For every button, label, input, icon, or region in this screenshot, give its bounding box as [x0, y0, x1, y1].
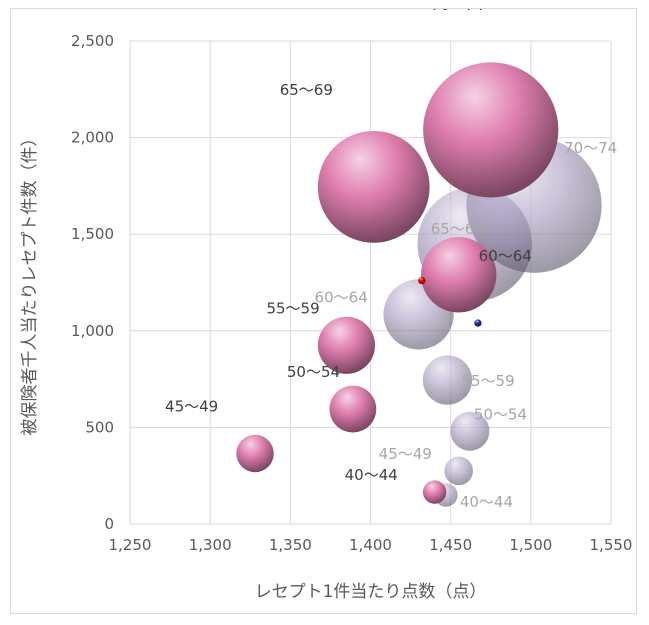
bubble	[423, 62, 559, 198]
bubble	[236, 434, 274, 473]
bubble-label: 65～69	[431, 220, 484, 238]
y-tick-label: 1,500	[71, 225, 114, 243]
bubble	[444, 456, 473, 486]
x-tick-label: 1,300	[189, 536, 232, 554]
bubble-label: 55～59	[266, 299, 319, 317]
bubble	[474, 319, 482, 327]
bubble-label: 40～44	[345, 466, 398, 484]
bubble	[317, 316, 376, 374]
bubble	[317, 130, 430, 243]
bubble-label: 70～74	[431, 9, 484, 14]
x-tick-label: 1,450	[429, 536, 472, 554]
bubble-label: 65～69	[280, 81, 333, 99]
x-tick-label: 1,500	[509, 536, 552, 554]
x-tick-label: 1,250	[109, 536, 152, 554]
bubble	[329, 385, 377, 433]
bubble	[422, 355, 473, 405]
bubble	[422, 480, 447, 504]
bubble	[418, 276, 426, 285]
y-tick-label: 2,000	[71, 129, 114, 147]
bubble-label: 45～49	[165, 397, 218, 415]
tick-labels: 1,250 1,300 1,350 1,400 1,450 1,500 1,550 0 500 1…	[71, 32, 632, 554]
bubble	[420, 237, 497, 313]
bubble-label: 45～49	[379, 445, 432, 463]
x-tick-label: 1,400	[349, 536, 392, 554]
bubble	[450, 411, 490, 451]
bubble-chart: 40～4445～4950～5455～5960～6465～6970～7440～44…	[20, 9, 632, 602]
y-tick-label: 500	[85, 418, 114, 436]
x-tick-label: 1,550	[590, 536, 633, 554]
bubble-label: 50～54	[474, 405, 527, 423]
y-tick-label: 2,500	[71, 32, 114, 50]
bubbles: 40～4445～4950～5455～5960～6465～6970～7440～44…	[165, 9, 617, 511]
x-tick-label: 1,350	[269, 536, 312, 554]
x-axis-title: レセプト1件当たり点数（点）	[255, 582, 487, 602]
y-tick-label: 0	[104, 515, 114, 533]
bubble-label: 60～64	[479, 247, 532, 265]
bubble-labels: 40～4445～4950～5455～5960～6465～6970～7440～44…	[165, 9, 617, 511]
y-tick-label: 1,000	[71, 322, 114, 340]
bubble-label: 40～44	[460, 493, 513, 511]
bubble-label: 50～54	[287, 363, 340, 381]
bubble-label: 55～59	[461, 372, 514, 390]
y-axis-title: 被保険者千人当たりレセプト件数（件）	[20, 130, 40, 436]
bubble-label: 60～64	[315, 288, 368, 306]
bubble-label: 70～74	[564, 139, 617, 157]
chart-frame: 40～44 45～49 50～54 55～59 60～64 65～69 70～74 40～44…	[10, 8, 637, 614]
